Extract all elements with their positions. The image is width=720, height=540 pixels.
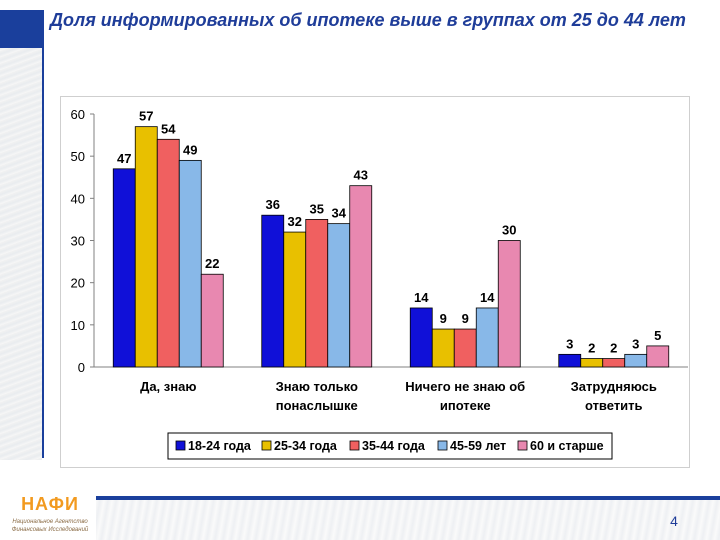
data-label: 3 [566, 336, 573, 351]
y-tick-label: 30 [71, 234, 85, 249]
category-label: ответить [585, 398, 643, 413]
legend-swatch [517, 440, 528, 451]
bar [200, 273, 224, 368]
bar [283, 231, 307, 368]
legend-swatch [437, 440, 448, 451]
legend-label: 18-24 года [188, 439, 252, 453]
bar [349, 185, 373, 368]
legend-swatch [261, 440, 272, 451]
legend-label: 60 и старше [530, 439, 604, 453]
y-tick-label: 50 [71, 149, 85, 164]
data-label: 14 [414, 290, 429, 305]
page-number: 4 [670, 513, 678, 529]
bar [475, 307, 499, 368]
category-label: понаслышке [276, 398, 358, 413]
slide-title: Доля информированных об ипотеке выше в г… [50, 10, 686, 30]
data-label: 2 [610, 341, 617, 356]
data-label: 14 [480, 290, 495, 305]
bar [646, 345, 670, 368]
data-label: 30 [502, 223, 516, 238]
y-tick-label: 10 [71, 318, 85, 333]
bar [558, 353, 582, 368]
left-decorative-strip [0, 0, 42, 460]
data-label: 49 [183, 142, 197, 157]
y-tick-label: 20 [71, 276, 85, 291]
bar [624, 353, 648, 368]
data-label: 3 [632, 336, 639, 351]
category-label: ипотеке [440, 398, 491, 413]
y-tick-label: 60 [71, 107, 85, 122]
bar [112, 168, 136, 368]
legend-label: 45-59 лет [450, 439, 506, 453]
legend-label: 35-44 года [362, 439, 426, 453]
bar [409, 307, 433, 368]
category-label: Затрудняюсь [571, 379, 657, 394]
data-label: 57 [139, 109, 153, 124]
data-label: 35 [310, 201, 324, 216]
data-label: 5 [654, 328, 661, 343]
y-tick-label: 40 [71, 191, 85, 206]
data-label: 2 [588, 341, 595, 356]
logo-subtitle-line2: Финансовых Исследований [11, 527, 89, 533]
data-label: 9 [440, 311, 447, 326]
left-vertical-rule [42, 48, 44, 458]
category-label: Да, знаю [140, 379, 196, 394]
legend-label: 25-34 года [274, 439, 338, 453]
bar [156, 138, 180, 368]
category-label: Знаю только [276, 379, 358, 394]
category-label: Ничего не знаю об [405, 379, 525, 394]
data-label: 34 [332, 206, 347, 221]
bar [305, 219, 329, 368]
bar [580, 358, 604, 368]
y-tick-label: 0 [78, 360, 85, 375]
bar [134, 126, 158, 368]
bar [327, 223, 351, 368]
bar [431, 328, 455, 368]
data-label: 54 [161, 121, 176, 136]
title-bar: Доля информированных об ипотеке выше в г… [0, 0, 720, 48]
data-label: 36 [266, 197, 280, 212]
data-label: 9 [462, 311, 469, 326]
data-label: 22 [205, 256, 219, 271]
logo-subtitle: Национальное Агентство Финансовых Исслед… [4, 518, 96, 534]
bar [453, 328, 477, 368]
bar [261, 214, 285, 368]
legend-box [167, 432, 613, 460]
footer-decorative-strip [96, 500, 720, 540]
data-label: 32 [288, 214, 302, 229]
footer-rule [96, 496, 720, 500]
bar [178, 159, 202, 368]
legend-swatch [349, 440, 360, 451]
data-label: 43 [354, 168, 368, 183]
bar [497, 240, 521, 368]
bar [602, 358, 626, 368]
legend-swatch [175, 440, 186, 451]
logo-subtitle-line1: Национальное Агентство [12, 519, 88, 525]
data-label: 47 [117, 151, 131, 166]
nafi-logo: НАФИ Национальное Агентство Финансовых И… [4, 494, 96, 538]
title-accent-block [0, 10, 44, 48]
logo-title: НАФИ [21, 494, 79, 514]
